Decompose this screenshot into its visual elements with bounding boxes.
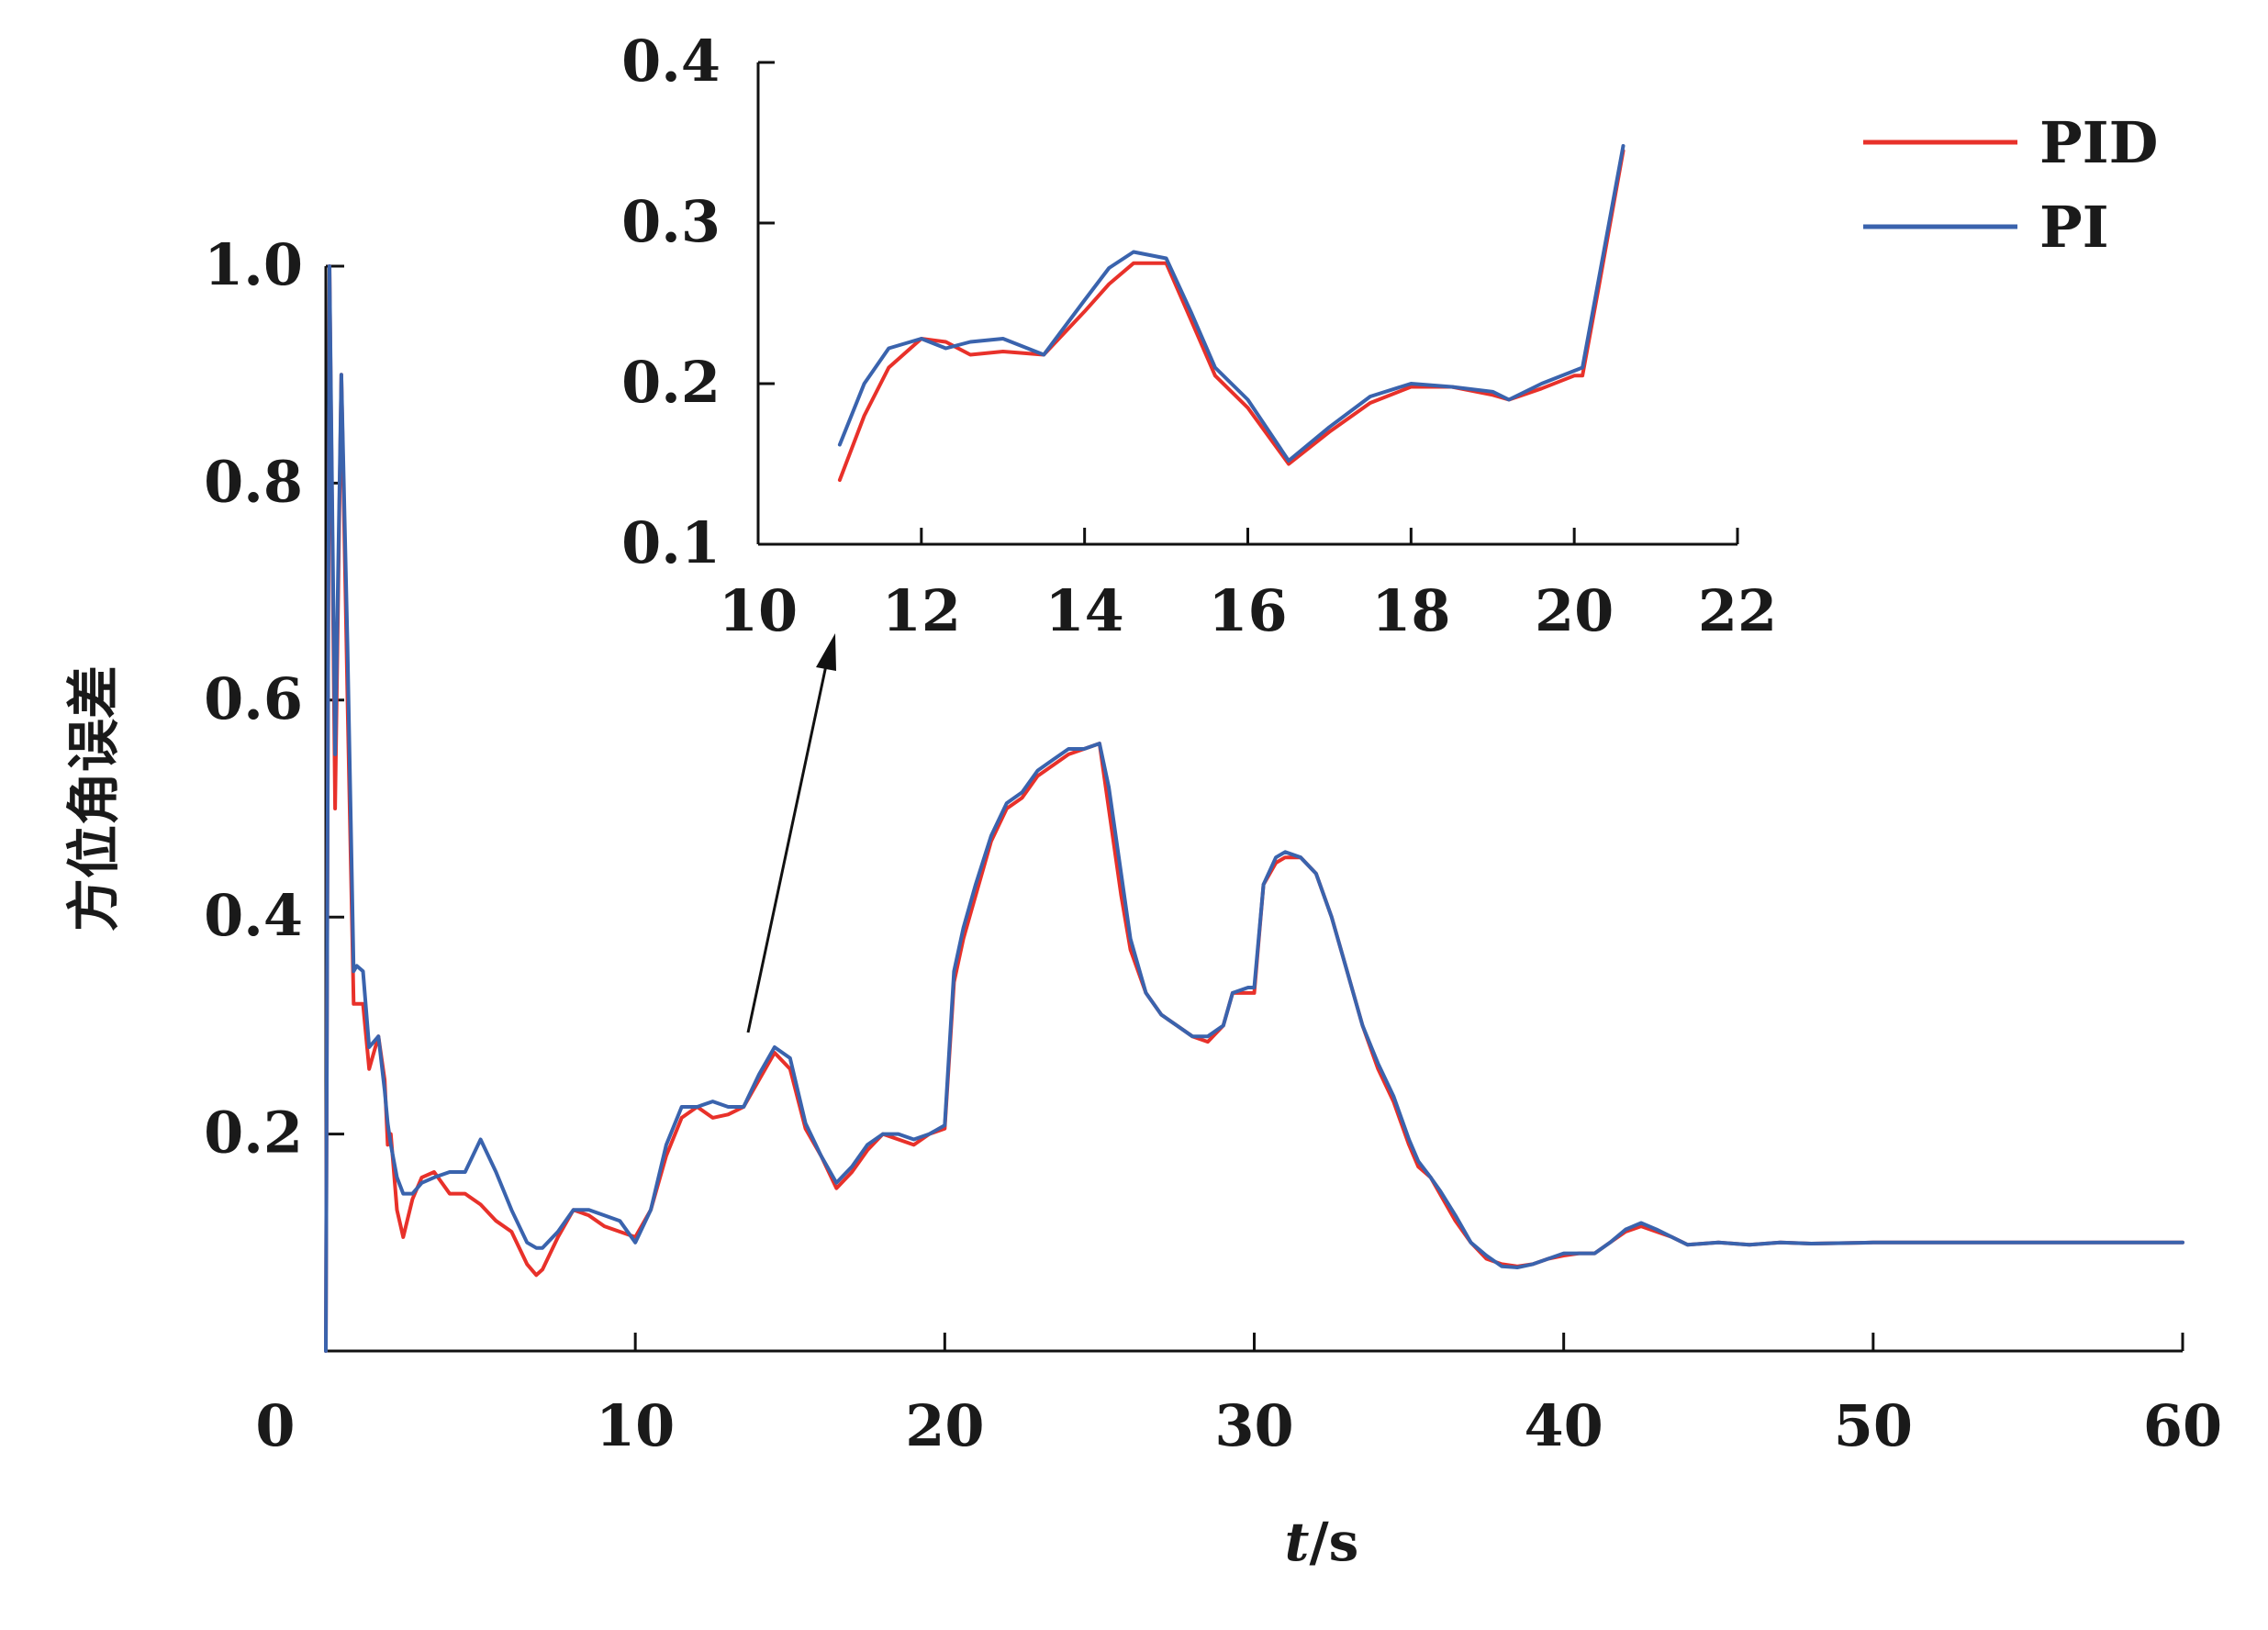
main-x-tick-label: 50 [1834, 1392, 1913, 1459]
inset-y-tick-label: 0.3 [621, 188, 721, 255]
main-x-tick-label: 20 [905, 1392, 984, 1459]
legend-label: PI [2039, 194, 2109, 261]
inset-y-tick-label: 0.4 [621, 28, 721, 95]
main-y-tick-label: 0.4 [204, 882, 303, 949]
inset-x-tick-label: 12 [882, 577, 961, 644]
main-x-tick-label: 30 [1214, 1392, 1293, 1459]
zoom-arrow [746, 633, 836, 1033]
inset-x-tick-label: 16 [1208, 577, 1287, 644]
inset-x-tick-label: 18 [1371, 577, 1450, 644]
main-y-tick-label: 0.2 [204, 1100, 303, 1167]
main-series [324, 264, 2184, 1353]
legend-label: PID [2039, 109, 2158, 176]
main-x-tick-label: 60 [2143, 1392, 2222, 1459]
main-x-tick-label: 40 [1525, 1392, 1603, 1459]
main-y-tick-label: 0.6 [204, 665, 303, 732]
inset-axes [756, 62, 1737, 546]
x-axis-label-variable: t [1285, 1511, 1310, 1573]
inset-x-tick-label: 10 [719, 577, 798, 644]
x-axis-label: t/s [1285, 1511, 1359, 1573]
main-series-line-pi [324, 264, 2184, 1353]
zoom-arrow-shaft [746, 664, 828, 1033]
inset-series-line-pid [837, 149, 1626, 482]
legend-item-pid: PID [1863, 109, 2158, 176]
inset-ticks: 10 12 14 16 18 20 22 0.1 0.2 0.3 0.4 [621, 28, 1777, 644]
main-series-line-pid [324, 264, 2184, 1353]
inset-series [837, 144, 1626, 482]
inset-x-tick-label: 20 [1535, 577, 1614, 644]
x-axis-label-unit: /s [1309, 1511, 1358, 1573]
inset-y-tick-label: 0.1 [621, 509, 721, 576]
inset-x-tick-label: 22 [1698, 577, 1777, 644]
inset-y-tick-label: 0.2 [621, 349, 721, 416]
legend-item-pi: PI [1863, 194, 2109, 261]
main-axes [324, 266, 2183, 1353]
main-x-tick-label: 10 [596, 1392, 675, 1459]
main-x-tick-label: 0 [255, 1392, 295, 1459]
inset-plot: 10 12 14 16 18 20 22 0.1 0.2 0.3 0.4 [621, 28, 1777, 644]
main-plot: 0 10 20 30 40 50 60 0.2 0.4 0.6 0.8 1.0 方位角误差 t/s [62, 231, 2222, 1573]
legend: PID PI [1863, 109, 2158, 261]
y-axis-label: 方位角误差 [62, 665, 125, 932]
inset-series-line-pi [837, 144, 1626, 463]
main-ticks: 0 10 20 30 40 50 60 0.2 0.4 0.6 0.8 1.0 [204, 231, 2222, 1459]
main-y-tick-label: 0.8 [204, 448, 303, 515]
zoom-arrow-head [816, 633, 836, 671]
inset-x-tick-label: 14 [1045, 577, 1124, 644]
main-y-tick-label: 1.0 [204, 231, 303, 298]
